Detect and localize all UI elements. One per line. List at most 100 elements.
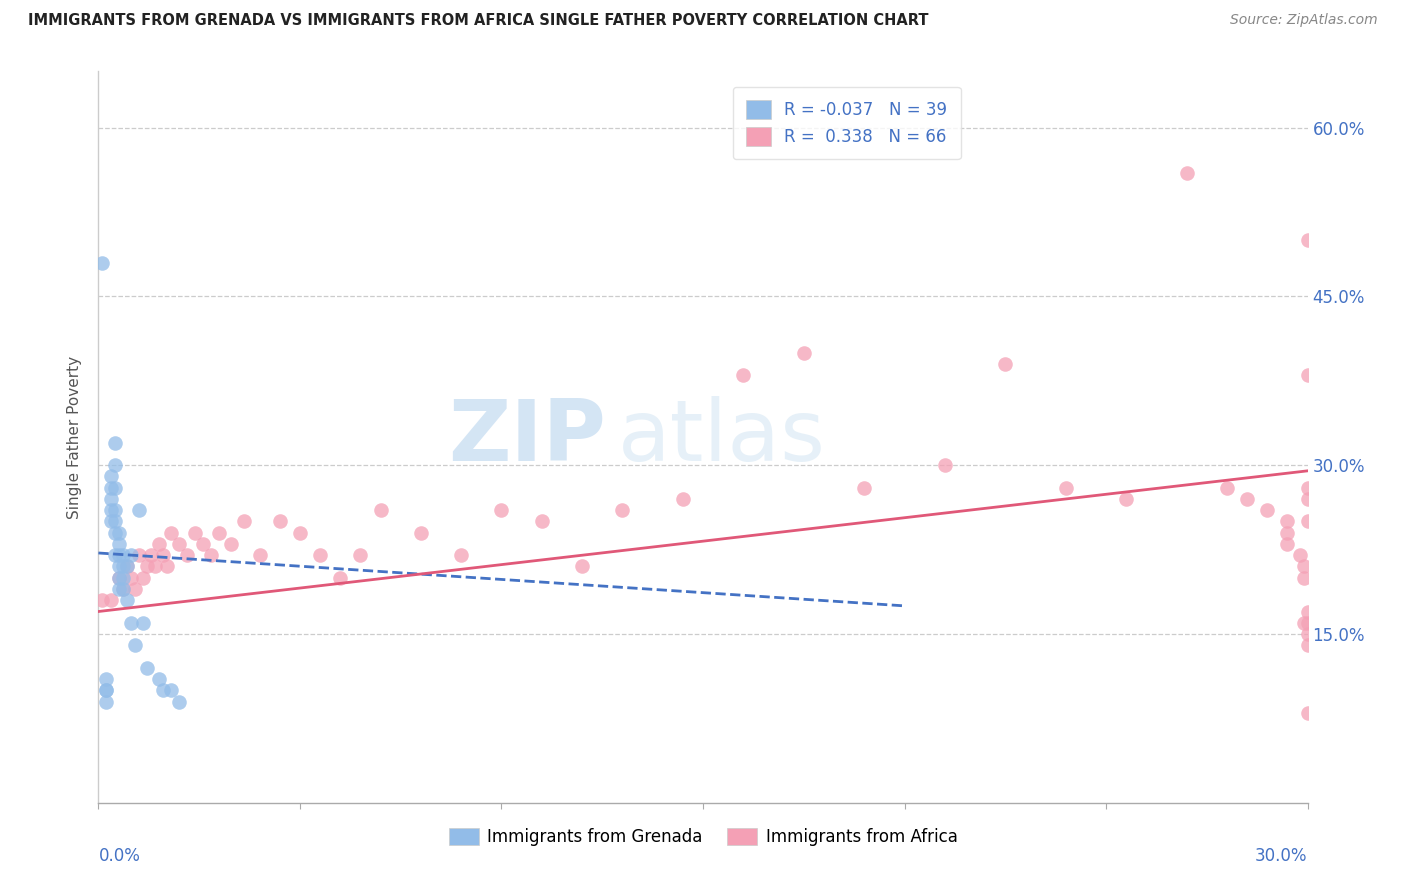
Point <box>103 503 125 517</box>
Point <box>1236 491 1258 506</box>
Point <box>167 537 190 551</box>
Point <box>1292 559 1315 574</box>
Point <box>103 435 125 450</box>
Point <box>103 458 125 473</box>
Point <box>124 582 146 596</box>
Point <box>148 672 170 686</box>
Point <box>135 661 157 675</box>
Point <box>152 683 174 698</box>
Point <box>1277 525 1299 540</box>
Point <box>1256 503 1278 517</box>
Point <box>132 615 155 630</box>
Point <box>96 694 118 708</box>
Point <box>120 571 142 585</box>
Point <box>107 582 129 596</box>
Point <box>96 672 118 686</box>
Point <box>100 515 122 529</box>
Point <box>1292 571 1315 585</box>
Point <box>124 638 146 652</box>
Point <box>120 615 142 630</box>
Point <box>1175 166 1198 180</box>
Point <box>120 548 142 562</box>
Point <box>100 481 122 495</box>
Text: atlas: atlas <box>619 395 827 479</box>
Point <box>1054 481 1077 495</box>
Point <box>853 481 876 495</box>
Point <box>1288 548 1310 562</box>
Point <box>100 469 122 483</box>
Point <box>450 548 472 562</box>
Point <box>1296 615 1319 630</box>
Point <box>1296 481 1319 495</box>
Point <box>91 255 114 269</box>
Text: ZIP: ZIP <box>449 395 606 479</box>
Point <box>107 559 129 574</box>
Point <box>96 683 118 698</box>
Point <box>167 694 190 708</box>
Point <box>349 548 371 562</box>
Point <box>208 525 231 540</box>
Point <box>160 683 183 698</box>
Point <box>733 368 755 383</box>
Point <box>160 525 183 540</box>
Y-axis label: Single Father Poverty: Single Father Poverty <box>67 356 83 518</box>
Text: 0.0%: 0.0% <box>98 847 141 864</box>
Point <box>115 593 138 607</box>
Point <box>1296 605 1319 619</box>
Point <box>1296 491 1319 506</box>
Point <box>793 345 815 359</box>
Point <box>530 515 553 529</box>
Point <box>1115 491 1137 506</box>
Point <box>107 571 129 585</box>
Point <box>103 481 125 495</box>
Text: 30.0%: 30.0% <box>1256 847 1308 864</box>
Point <box>672 491 695 506</box>
Point <box>148 537 170 551</box>
Point <box>1277 537 1299 551</box>
Point <box>111 548 134 562</box>
Point <box>409 525 432 540</box>
Point <box>100 593 122 607</box>
Point <box>1296 515 1319 529</box>
Point <box>156 559 179 574</box>
Point <box>107 525 129 540</box>
Point <box>329 571 352 585</box>
Legend: Immigrants from Grenada, Immigrants from Africa: Immigrants from Grenada, Immigrants from… <box>441 822 965 853</box>
Point <box>111 559 134 574</box>
Point <box>103 515 125 529</box>
Text: IMMIGRANTS FROM GRENADA VS IMMIGRANTS FROM AFRICA SINGLE FATHER POVERTY CORRELAT: IMMIGRANTS FROM GRENADA VS IMMIGRANTS FR… <box>28 13 928 29</box>
Point <box>571 559 593 574</box>
Point <box>132 571 155 585</box>
Point <box>309 548 332 562</box>
Point <box>100 491 122 506</box>
Point <box>115 559 138 574</box>
Point <box>111 582 134 596</box>
Point <box>103 525 125 540</box>
Point <box>193 537 215 551</box>
Point <box>370 503 392 517</box>
Point <box>100 503 122 517</box>
Point <box>491 503 513 517</box>
Point <box>1296 638 1319 652</box>
Point <box>1296 233 1319 247</box>
Point <box>107 548 129 562</box>
Point <box>107 571 129 585</box>
Point <box>249 548 271 562</box>
Point <box>143 559 166 574</box>
Point <box>184 525 207 540</box>
Point <box>1296 368 1319 383</box>
Point <box>1296 706 1319 720</box>
Text: Source: ZipAtlas.com: Source: ZipAtlas.com <box>1230 13 1378 28</box>
Point <box>221 537 243 551</box>
Point <box>128 548 150 562</box>
Point <box>152 548 174 562</box>
Point <box>128 503 150 517</box>
Point <box>1292 615 1315 630</box>
Point <box>269 515 291 529</box>
Point <box>139 548 162 562</box>
Point <box>1277 515 1299 529</box>
Point <box>232 515 254 529</box>
Point <box>612 503 634 517</box>
Point <box>1216 481 1239 495</box>
Point <box>111 582 134 596</box>
